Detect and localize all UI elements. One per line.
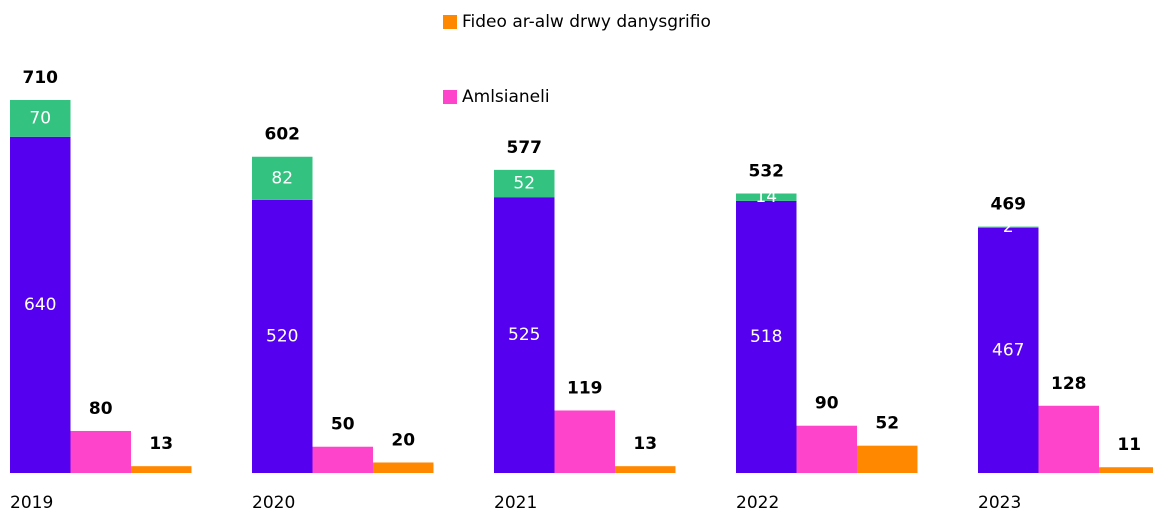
value-label: 128 [1051,374,1087,394]
bar [857,445,918,473]
legend-label: Fideo ar-alw drwy danysgrifio [462,12,711,32]
value-label: 2 [1003,217,1014,237]
bar [131,466,192,473]
legend-swatch [443,15,457,29]
value-label: 90 [815,394,839,414]
bar [796,425,857,473]
bar-segment [252,199,313,473]
bar [554,410,615,473]
value-label: 467 [992,340,1024,360]
total-label: 469 [991,195,1027,215]
legend-swatch [443,90,457,104]
bar [615,466,676,473]
value-label: 525 [508,325,540,345]
value-label: 20 [391,430,415,450]
total-label: 710 [23,68,59,88]
x-tick-label: 2023 [978,493,1021,513]
value-label: 11 [1117,435,1141,455]
bar-segment [10,100,71,137]
bar [373,462,434,473]
value-label: 82 [271,168,293,188]
bar-segment [978,226,1039,228]
value-label: 14 [755,187,777,207]
value-label: 640 [24,295,56,315]
total-label: 577 [507,138,543,158]
value-label: 518 [750,327,782,347]
bar [1099,467,1153,473]
bar [1038,405,1099,473]
x-tick-label: 2022 [736,493,779,513]
total-label: 602 [265,125,301,145]
x-tick-label: 2021 [494,493,537,513]
bar [70,430,131,473]
value-label: 520 [266,326,298,346]
bar-segment [736,193,797,201]
bar-segment [978,227,1039,473]
bar-segment [494,169,555,198]
value-label: 52 [513,174,535,194]
x-tick-label: 2020 [252,493,295,513]
total-label: 532 [749,162,785,182]
x-tick-label: 2019 [10,493,53,513]
bar-segment [10,136,71,473]
bar-segment [736,200,797,473]
bar-segment [252,156,313,200]
value-label: 52 [875,414,899,434]
bar [312,446,373,473]
value-label: 119 [567,378,603,398]
value-label: 13 [149,434,173,454]
value-label: 50 [331,415,355,435]
value-label: 13 [633,434,657,454]
legend-label: Amlsianeli [462,87,550,107]
value-label: 70 [29,108,51,128]
value-label: 80 [89,399,113,419]
bar-segment [494,197,555,474]
